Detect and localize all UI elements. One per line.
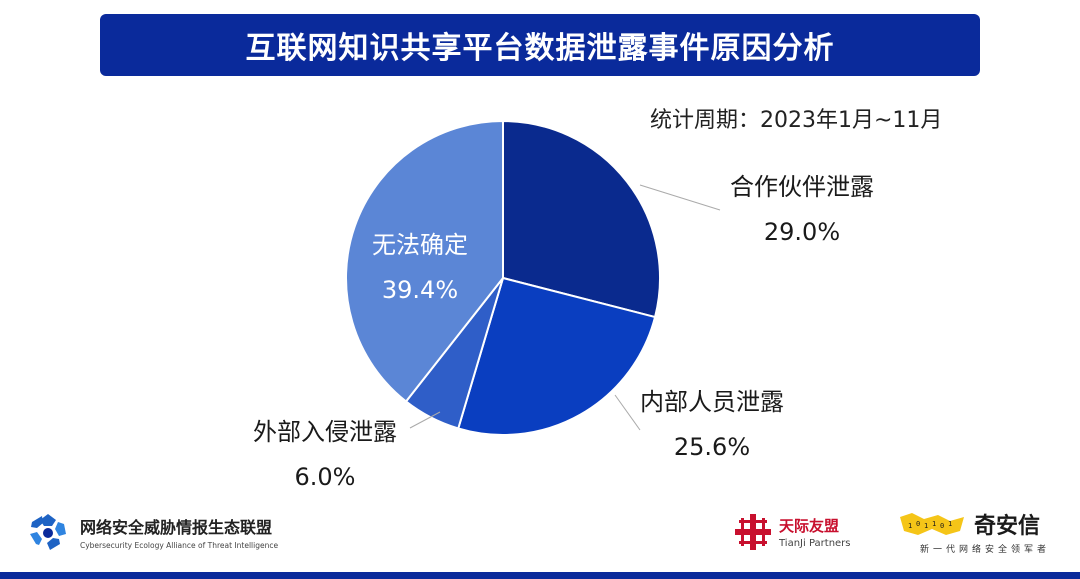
pie-slice (457, 276, 657, 436)
title-bar: 互联网知识共享平台数据泄露事件原因分析 (100, 14, 980, 76)
slice-label: 外部入侵泄露 (253, 418, 397, 446)
alliance-logo-block: 网络安全威胁情报生态联盟 Cybersecurity Ecology Allia… (26, 512, 278, 552)
page-title: 互联网知识共享平台数据泄露事件原因分析 (245, 31, 835, 66)
slice-value-label: 39.4% (382, 276, 458, 304)
svg-text:0: 0 (916, 520, 920, 528)
tianji-logo-block: 天际友盟 TianJi Partners (733, 512, 851, 552)
alliance-name: 网络安全威胁情报生态联盟 (80, 518, 273, 537)
tianji-name-en: TianJi Partners (779, 538, 851, 549)
qianxin-name: 奇安信 (974, 514, 1041, 539)
slice-value-label: 25.6% (674, 433, 750, 461)
tianji-logo-icon (735, 514, 771, 550)
pie-slice (502, 119, 661, 319)
slice-value-label: 29.0% (764, 218, 840, 246)
leader-line (614, 394, 641, 431)
qianxin-slogan: 新一代网络安全领军者 (920, 545, 1051, 555)
slice-label: 合作伙伴泄露 (730, 173, 874, 201)
slice-label: 无法确定 (372, 231, 468, 259)
svg-text:0: 0 (940, 522, 944, 530)
svg-text:1: 1 (908, 522, 912, 530)
svg-text:1: 1 (924, 522, 928, 530)
alliance-logo-icon (30, 514, 66, 550)
stat-period: 统计周期：2023年1月~11月 (650, 108, 943, 133)
leader-line (639, 184, 721, 211)
alliance-name-en: Cybersecurity Ecology Alliance of Threat… (80, 541, 279, 550)
leader-line (409, 411, 441, 429)
svg-text:1: 1 (948, 520, 952, 528)
footer-band (0, 572, 1080, 579)
slice-value-label: 6.0% (295, 463, 356, 491)
slice-label: 内部人员泄露 (640, 388, 784, 416)
svg-text:1: 1 (932, 520, 936, 528)
tianji-name: 天际友盟 (779, 517, 840, 535)
pie-slice (345, 119, 504, 403)
